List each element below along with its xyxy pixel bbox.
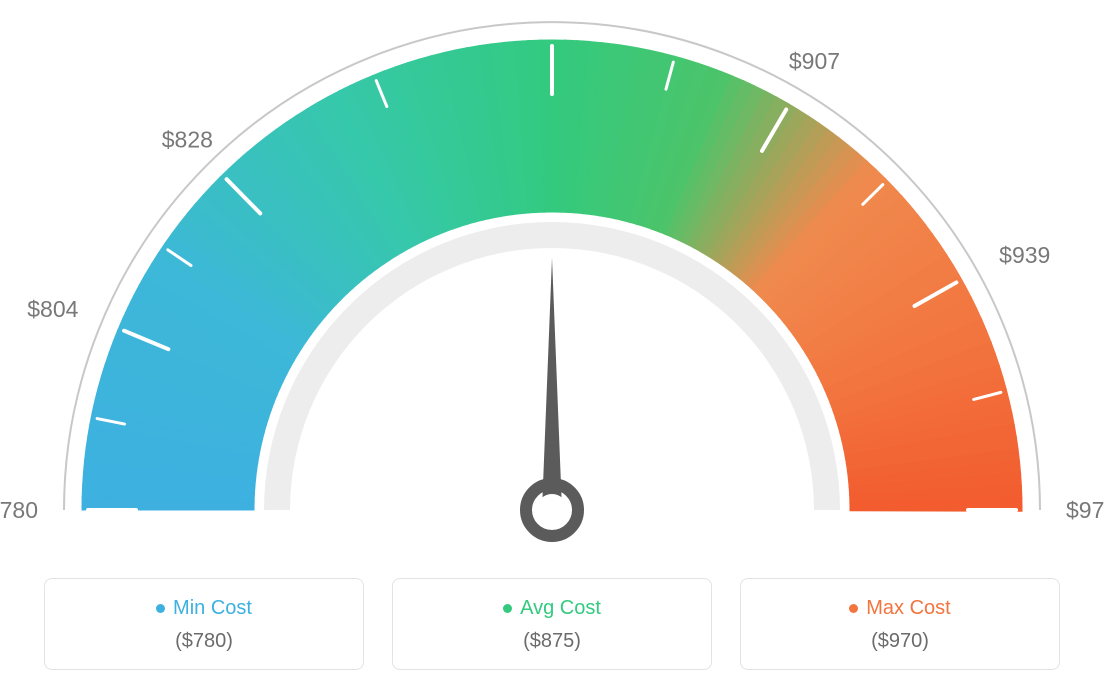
legend-value: ($970): [751, 630, 1049, 653]
gauge-area: $780 $804 $828 $875 $907 $939 $970: [0, 0, 1104, 560]
legend-dot-icon: [156, 604, 165, 613]
scale-label: $780: [0, 497, 38, 523]
legend-label: Max Cost: [866, 597, 950, 620]
gauge-svg: $780 $804 $828 $875 $907 $939 $970: [0, 0, 1104, 560]
legend-dot-icon: [849, 604, 858, 613]
scale-label: $828: [162, 126, 213, 152]
legend-label: Avg Cost: [520, 597, 601, 620]
legend-card: Avg Cost ($875): [392, 578, 712, 670]
legend-title: Max Cost: [849, 597, 950, 620]
legend-row: Min Cost ($780) Avg Cost ($875) Max Cost ($97…: [0, 578, 1104, 670]
scale-label: $907: [789, 48, 840, 74]
chart-container: $780 $804 $828 $875 $907 $939 $970 Min Cost ($7…: [0, 0, 1104, 690]
legend-title: Min Cost: [156, 597, 252, 620]
scale-label: $970: [1066, 497, 1104, 523]
needle-hub-inner: [536, 494, 568, 526]
legend-card: Max Cost ($970): [740, 578, 1060, 670]
legend-value: ($875): [403, 630, 701, 653]
gauge-needle: [542, 258, 562, 510]
legend-value: ($780): [55, 630, 353, 653]
scale-label: $804: [27, 296, 78, 322]
scale-label: $939: [999, 242, 1050, 268]
legend-title: Avg Cost: [503, 597, 601, 620]
legend-card: Min Cost ($780): [44, 578, 364, 670]
legend-label: Min Cost: [173, 597, 252, 620]
legend-dot-icon: [503, 604, 512, 613]
scale-label: $875: [526, 0, 577, 3]
